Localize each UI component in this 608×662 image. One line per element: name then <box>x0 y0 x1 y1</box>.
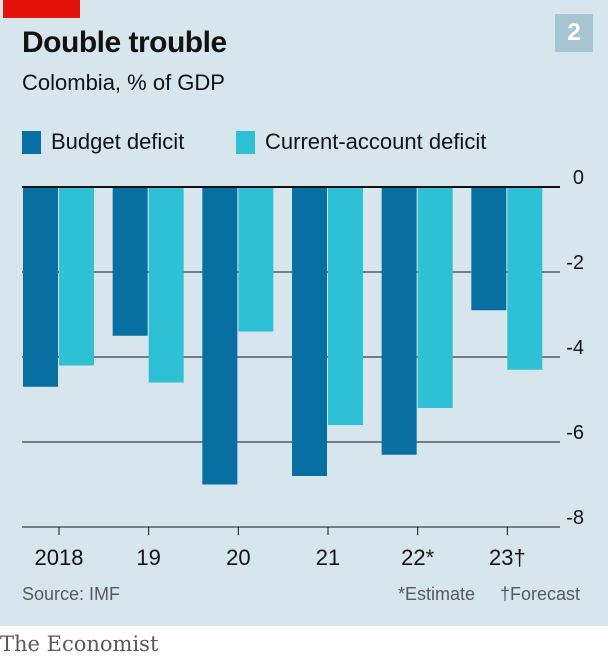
bar-current-account-deficit <box>59 187 94 366</box>
chart-number-badge: 2 <box>555 14 593 52</box>
bar-budget-deficit <box>23 187 58 387</box>
legend-label-budget-deficit: Budget deficit <box>51 129 185 154</box>
bar-current-account-deficit <box>148 187 184 383</box>
estimate-note: *Estimate <box>398 584 476 604</box>
bar-budget-deficit <box>202 187 238 485</box>
legend-label-current-account-deficit: Current-account deficit <box>265 129 487 154</box>
y-tick-label: -4 <box>566 337 584 359</box>
bar-current-account-deficit <box>417 187 453 408</box>
x-tick-label: 21 <box>316 545 340 570</box>
legend-item-current-account-deficit: Current-account deficit <box>236 128 486 156</box>
brand-red-tag <box>3 0 80 18</box>
x-tick-label: 2018 <box>35 545 84 570</box>
bar-budget-deficit <box>292 187 327 476</box>
y-tick-label: 0 <box>573 167 584 189</box>
y-tick-label: -8 <box>566 507 584 529</box>
bar-current-account-deficit <box>507 187 543 370</box>
forecast-note: †Forecast <box>500 584 581 604</box>
y-tick-label: -6 <box>566 422 584 444</box>
x-tick-label: 19 <box>136 545 160 570</box>
bar-budget-deficit <box>112 187 148 336</box>
legend-swatch-budget-deficit <box>22 130 41 154</box>
bar-current-account-deficit <box>238 187 274 332</box>
y-tick-label: -2 <box>566 252 584 274</box>
bar-budget-deficit <box>471 187 507 311</box>
source-note: Source: IMF <box>22 584 121 604</box>
economist-brand: The Economist <box>0 632 159 656</box>
bar-budget-deficit <box>381 187 417 455</box>
chart-title: Double trouble <box>22 26 227 59</box>
x-tick-label: 23† <box>489 545 526 570</box>
legend-swatch-current-account-deficit <box>236 130 255 154</box>
bar-chart: 0 -2 -4 -6 -8 2018 19 20 21 22* 23† <box>22 167 584 570</box>
x-tick-label: 22* <box>401 545 434 570</box>
legend-item-budget-deficit: Budget deficit <box>22 128 184 156</box>
chart-subtitle: Colombia, % of GDP <box>22 70 225 95</box>
x-tick-label: 20 <box>226 545 250 570</box>
bar-current-account-deficit <box>328 187 363 425</box>
